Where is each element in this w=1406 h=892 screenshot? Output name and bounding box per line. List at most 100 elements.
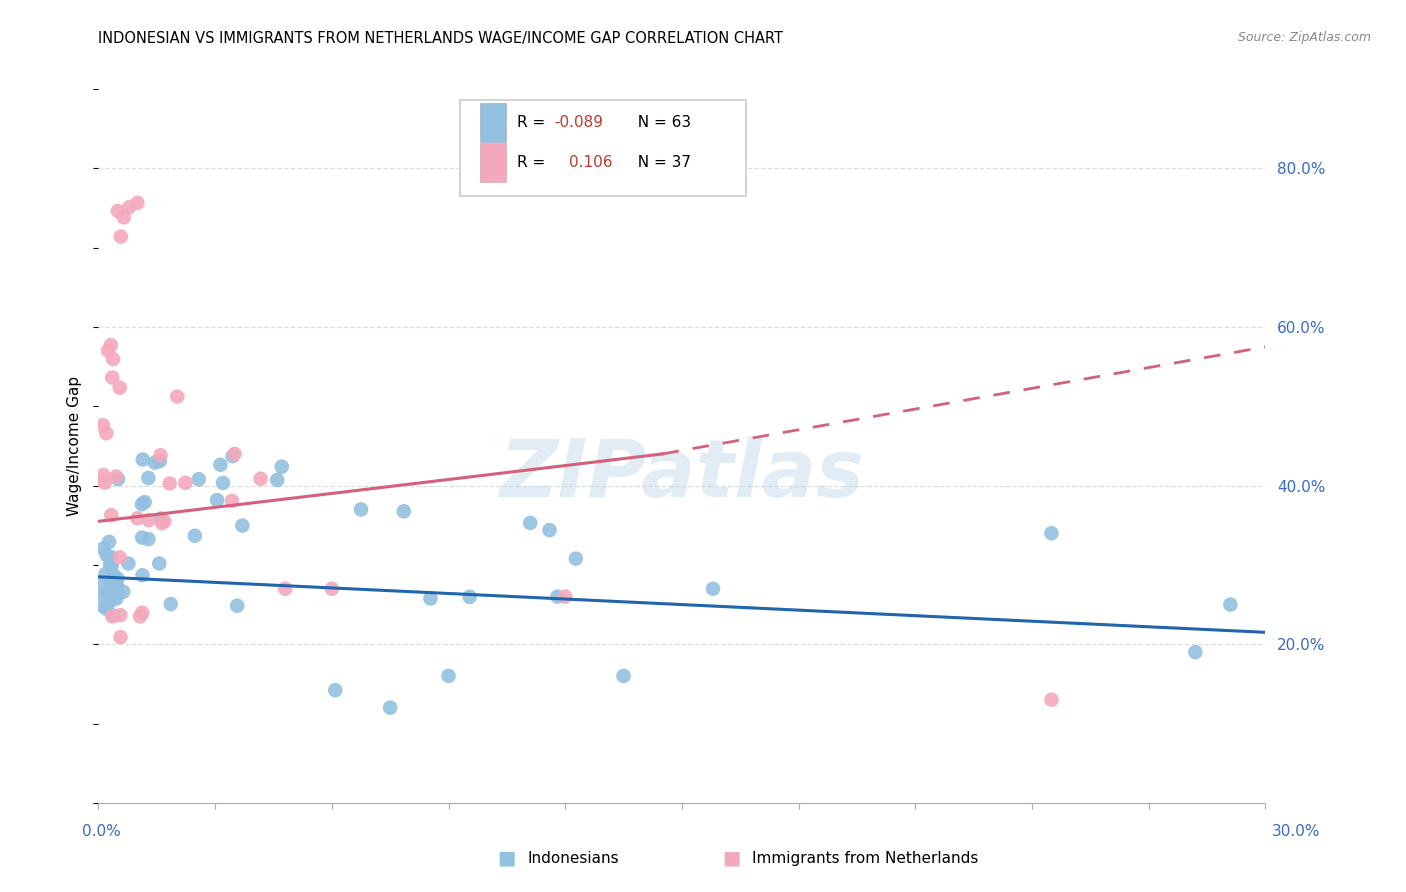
Point <box>100 558 122 573</box>
Text: ■: ■ <box>721 848 741 868</box>
FancyBboxPatch shape <box>479 143 506 182</box>
Point <box>1184 645 1206 659</box>
Point <box>101 609 124 624</box>
Y-axis label: Wage/Income Gap: Wage/Income Gap <box>67 376 83 516</box>
Point <box>321 582 343 596</box>
Point <box>392 504 415 518</box>
Point <box>205 493 228 508</box>
Point <box>231 518 253 533</box>
Text: R =: R = <box>517 115 551 129</box>
Point <box>103 608 125 623</box>
Point <box>93 577 115 591</box>
Point <box>149 454 172 468</box>
Point <box>110 630 132 644</box>
Point <box>138 471 160 485</box>
Point <box>143 456 166 470</box>
Point <box>274 582 297 596</box>
Point <box>538 523 561 537</box>
Point <box>91 418 114 433</box>
Point <box>702 582 724 596</box>
Text: R =: R = <box>517 155 560 169</box>
Point <box>131 606 153 620</box>
Text: N = 63: N = 63 <box>628 115 692 129</box>
Point <box>134 495 156 509</box>
Point <box>100 508 122 523</box>
Text: ■: ■ <box>496 848 516 868</box>
Point <box>91 468 114 483</box>
Point <box>101 586 124 600</box>
Point <box>1040 692 1063 706</box>
Point <box>107 204 129 219</box>
Point <box>104 576 127 591</box>
Point <box>131 497 153 511</box>
Point <box>184 529 207 543</box>
Point <box>112 584 135 599</box>
Point <box>96 426 118 441</box>
Point <box>270 459 292 474</box>
Point <box>91 541 114 556</box>
Point <box>107 472 129 486</box>
Point <box>91 588 114 602</box>
Point <box>98 534 121 549</box>
Point <box>224 447 246 461</box>
Point <box>174 475 197 490</box>
Point <box>419 591 441 606</box>
Point <box>108 381 131 395</box>
Text: 0.106: 0.106 <box>568 155 612 169</box>
Point <box>209 458 232 472</box>
Point <box>166 390 188 404</box>
Point <box>96 548 118 562</box>
Point <box>94 475 117 490</box>
Point <box>350 502 373 516</box>
Point <box>103 569 125 583</box>
Point <box>110 229 132 244</box>
Point <box>187 472 209 486</box>
Point <box>129 609 152 624</box>
Point <box>118 200 141 214</box>
Point <box>1219 598 1241 612</box>
Point <box>98 558 121 572</box>
Point <box>565 551 588 566</box>
Point <box>97 343 120 358</box>
Point <box>153 514 176 528</box>
Point <box>150 511 173 525</box>
FancyBboxPatch shape <box>479 103 506 142</box>
Point <box>131 568 153 582</box>
Point <box>117 557 139 571</box>
Point <box>101 370 124 384</box>
Text: Indonesians: Indonesians <box>527 851 619 865</box>
Point <box>107 572 129 586</box>
Point <box>105 578 128 592</box>
Text: 30.0%: 30.0% <box>1272 824 1320 838</box>
Point <box>613 669 636 683</box>
Text: Source: ZipAtlas.com: Source: ZipAtlas.com <box>1237 31 1371 45</box>
Point <box>1040 526 1063 541</box>
Text: Immigrants from Netherlands: Immigrants from Netherlands <box>752 851 979 865</box>
Point <box>138 532 160 546</box>
Point <box>554 590 576 604</box>
Point <box>159 597 181 611</box>
Point <box>108 550 131 565</box>
Point <box>222 449 245 463</box>
Point <box>221 494 243 508</box>
Point <box>112 211 135 225</box>
Point <box>458 590 481 604</box>
Point <box>93 599 115 614</box>
Text: -0.089: -0.089 <box>555 115 603 129</box>
Point <box>96 602 118 616</box>
Point <box>226 599 249 613</box>
Point <box>105 586 128 600</box>
Point <box>149 448 172 462</box>
Text: N = 37: N = 37 <box>628 155 692 169</box>
Point <box>437 669 460 683</box>
Point <box>323 683 346 698</box>
Point <box>100 338 122 352</box>
Point <box>94 566 117 581</box>
Point <box>150 516 173 530</box>
Point <box>519 516 541 530</box>
FancyBboxPatch shape <box>460 100 747 196</box>
Point <box>110 608 132 623</box>
Text: INDONESIAN VS IMMIGRANTS FROM NETHERLANDS WAGE/INCOME GAP CORRELATION CHART: INDONESIAN VS IMMIGRANTS FROM NETHERLAND… <box>98 31 783 46</box>
Point <box>378 700 402 714</box>
Text: 0.0%: 0.0% <box>82 824 121 838</box>
